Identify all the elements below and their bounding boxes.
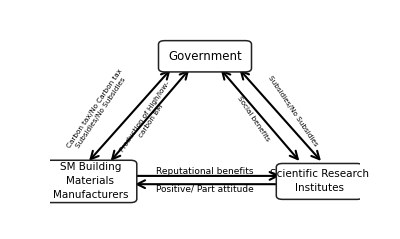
Text: Carbon tax/No Carbon tax
Subsidies/No Subsidies: Carbon tax/No Carbon tax Subsidies/No Su… <box>66 68 130 153</box>
Text: Government: Government <box>168 50 242 63</box>
Text: Social benefits: Social benefits <box>236 95 270 142</box>
Text: Positive/ Part attitude: Positive/ Part attitude <box>156 184 254 193</box>
FancyBboxPatch shape <box>44 160 137 203</box>
Text: Reputational benefits: Reputational benefits <box>156 167 254 176</box>
Text: Production of High/low-
carbon BM: Production of High/low- carbon BM <box>119 80 177 158</box>
Text: Subsidies/No Subsidies: Subsidies/No Subsidies <box>268 74 319 147</box>
Text: SM Building
Materials
Manufacturers: SM Building Materials Manufacturers <box>52 163 128 201</box>
FancyBboxPatch shape <box>276 163 363 199</box>
Text: Scientific Research
Institutes: Scientific Research Institutes <box>270 169 369 193</box>
FancyBboxPatch shape <box>158 41 252 72</box>
